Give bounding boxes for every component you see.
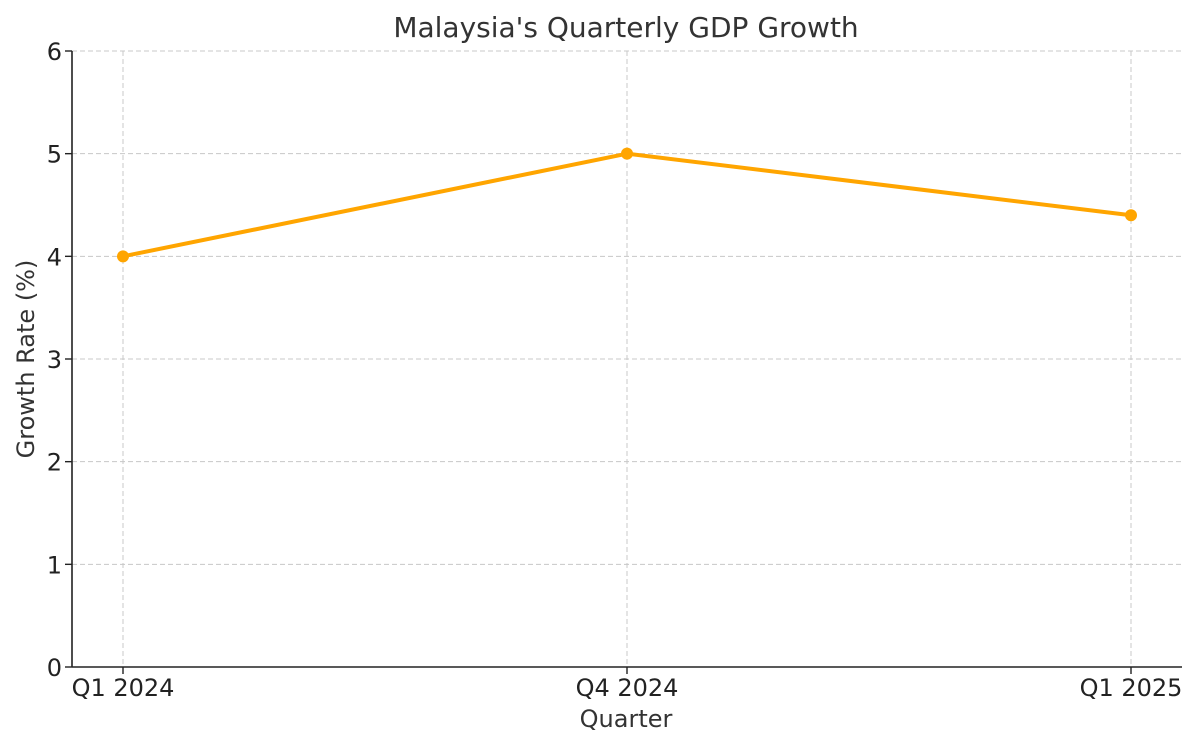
data-point-q1-2025: [1125, 209, 1137, 222]
x-axis-label: Quarter: [580, 705, 673, 733]
y-tick-label: 0: [47, 654, 62, 682]
y-axis-ticks: 0 1 2 3 4 5 6: [47, 38, 72, 682]
series-layer: [117, 147, 1137, 263]
y-tick-label: 2: [47, 449, 62, 477]
data-point-q4-2024: [621, 147, 633, 160]
x-tick-label: Q1 2025: [1080, 674, 1183, 702]
chart-title: Malaysia's Quarterly GDP Growth: [393, 11, 858, 44]
data-point-q1-2024: [117, 250, 129, 263]
x-axis-ticks: Q1 2024 Q4 2024 Q1 2025: [72, 667, 1183, 702]
y-axis-label: Growth Rate (%): [12, 260, 40, 459]
x-tick-label: Q1 2024: [72, 674, 175, 702]
y-tick-label: 4: [47, 243, 62, 271]
y-tick-label: 3: [47, 346, 62, 374]
y-tick-label: 5: [47, 141, 62, 169]
y-tick-label: 6: [47, 38, 62, 66]
y-tick-label: 1: [47, 551, 62, 579]
grid: [72, 50, 1182, 667]
x-tick-label: Q4 2024: [576, 674, 679, 702]
